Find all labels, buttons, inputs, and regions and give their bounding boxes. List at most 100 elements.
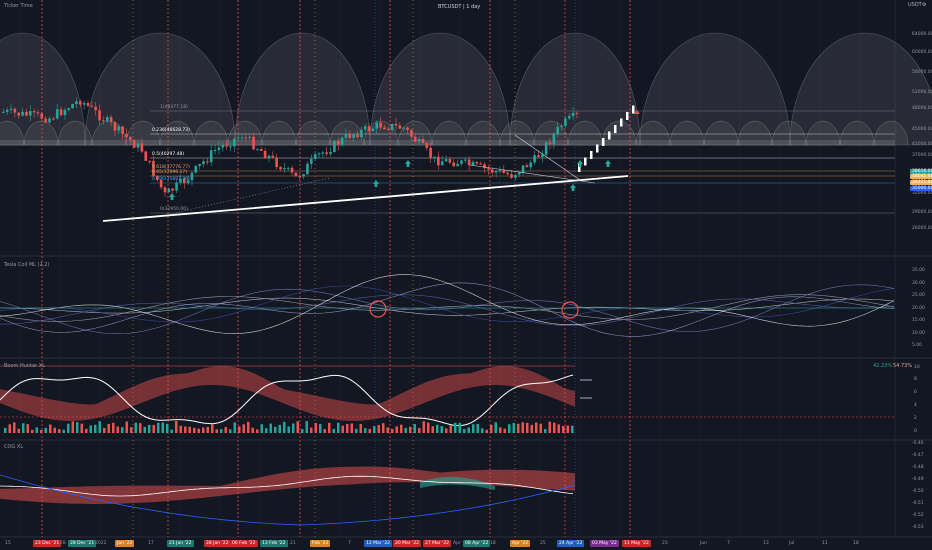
boom-bar xyxy=(67,423,70,433)
boom-bar xyxy=(220,429,223,433)
tesla-coil-line xyxy=(0,274,895,334)
time-axis-tag: 21 Jan '22 xyxy=(167,540,194,547)
candle-body xyxy=(475,161,479,164)
candle-body xyxy=(490,169,494,173)
highlight-circle xyxy=(561,301,579,319)
time-axis-label: 28 xyxy=(60,541,66,546)
tesla-axis-label: 15.00 xyxy=(912,318,925,323)
boom-hunter-title[interactable]: Boom Hunter XL xyxy=(4,363,45,369)
price-axis-label: 45000.00 xyxy=(912,127,932,132)
tesla-coil-line xyxy=(0,297,895,316)
candle-body xyxy=(21,111,24,116)
candle-body xyxy=(460,160,463,164)
boom-ribbon xyxy=(0,366,575,421)
candle-body xyxy=(75,101,78,105)
boom-bar xyxy=(125,421,128,433)
boom-bar xyxy=(458,422,461,433)
candle-body xyxy=(36,112,40,114)
boom-bar xyxy=(332,428,335,433)
candle-body xyxy=(321,152,325,154)
candle-body xyxy=(206,161,209,163)
candle-body xyxy=(28,111,32,116)
settings-icon[interactable]: ⚙ xyxy=(922,2,927,8)
cycle-arc-small xyxy=(23,120,59,146)
boom-bar xyxy=(4,427,7,433)
boom-bar xyxy=(382,423,385,433)
cycle-band xyxy=(0,140,895,146)
candle-body xyxy=(279,167,282,170)
tesla-coil-line xyxy=(0,282,895,337)
candle-body xyxy=(417,139,421,142)
candle-body xyxy=(48,118,51,123)
boom-bar xyxy=(481,428,484,433)
candle-body xyxy=(105,117,109,122)
candle-body xyxy=(502,170,506,173)
candle-body xyxy=(529,162,533,168)
boom-bar xyxy=(170,429,173,433)
cycle-arc-small xyxy=(431,120,467,146)
boom-bar xyxy=(427,422,430,433)
candle-body xyxy=(375,122,379,129)
candle-body xyxy=(340,137,344,145)
boom-bar xyxy=(346,423,349,433)
candle-body xyxy=(390,123,394,130)
price-tag: 35000.00 xyxy=(910,186,932,191)
boom-bar xyxy=(508,424,511,433)
cog-title[interactable]: COG XL xyxy=(4,444,24,450)
layout-title: Ticker Time xyxy=(4,3,33,9)
candle-body xyxy=(90,105,94,107)
price-axis-label: 48000.00 xyxy=(912,106,932,111)
candle-body xyxy=(113,122,117,131)
time-axis-tag: 24 Apr '22 xyxy=(557,540,585,547)
boom-bar xyxy=(256,429,259,433)
boom-bar xyxy=(494,422,497,433)
candle-body xyxy=(552,134,556,145)
boom-bar xyxy=(553,422,556,433)
projection-candle xyxy=(614,125,617,133)
candle-body xyxy=(167,188,171,193)
currency-button[interactable]: USDT xyxy=(908,2,922,8)
candle-body xyxy=(444,159,448,162)
candle-body xyxy=(52,118,55,120)
buy-arrow xyxy=(577,160,583,167)
candle-body xyxy=(71,104,74,109)
candle-body xyxy=(2,111,5,113)
cycle-arc xyxy=(369,32,511,146)
cog-green-segment xyxy=(420,476,495,490)
boom-bar xyxy=(485,429,488,433)
time-axis-tag: 03 May '22 xyxy=(590,540,619,547)
candle-body xyxy=(556,126,559,135)
boom-hunter-value-1: 42.23% xyxy=(873,363,893,369)
boom-bar xyxy=(40,429,43,433)
boom-bar xyxy=(368,428,371,433)
boom-bar xyxy=(265,428,268,433)
candle-body xyxy=(371,128,375,132)
time-axis-label: 25 xyxy=(540,541,546,546)
candle-body xyxy=(98,110,101,121)
cog-axis-label: -0.48 xyxy=(912,465,924,470)
time-axis-tag: 23 Dec '21 xyxy=(33,540,62,547)
candle-body xyxy=(121,126,124,134)
candle-body xyxy=(560,125,563,127)
boom-bar xyxy=(17,428,20,433)
cycle-arc-small xyxy=(261,120,297,146)
cog-axis-label: -0.46 xyxy=(912,441,924,446)
symbol-title[interactable]: BTCUSDT | 1 day xyxy=(438,4,481,10)
time-axis-tag: Jan '22 xyxy=(115,540,135,547)
boom-bar xyxy=(233,422,236,433)
candle-body xyxy=(171,188,174,191)
projection-candle xyxy=(608,131,611,140)
boom-bar xyxy=(175,421,178,433)
cycle-arc-small xyxy=(363,120,399,146)
boom-bar xyxy=(535,422,538,433)
candle-body xyxy=(294,172,298,177)
candle-body xyxy=(136,143,140,148)
candle-body xyxy=(544,142,548,155)
tesla-coil-line xyxy=(0,284,895,334)
boom-bar xyxy=(8,424,11,433)
cycle-arc-small xyxy=(533,120,569,146)
time-axis-label: 7 xyxy=(348,541,351,546)
tesla-coil-title[interactable]: Tesla Coil ML (2,2) xyxy=(4,262,50,268)
